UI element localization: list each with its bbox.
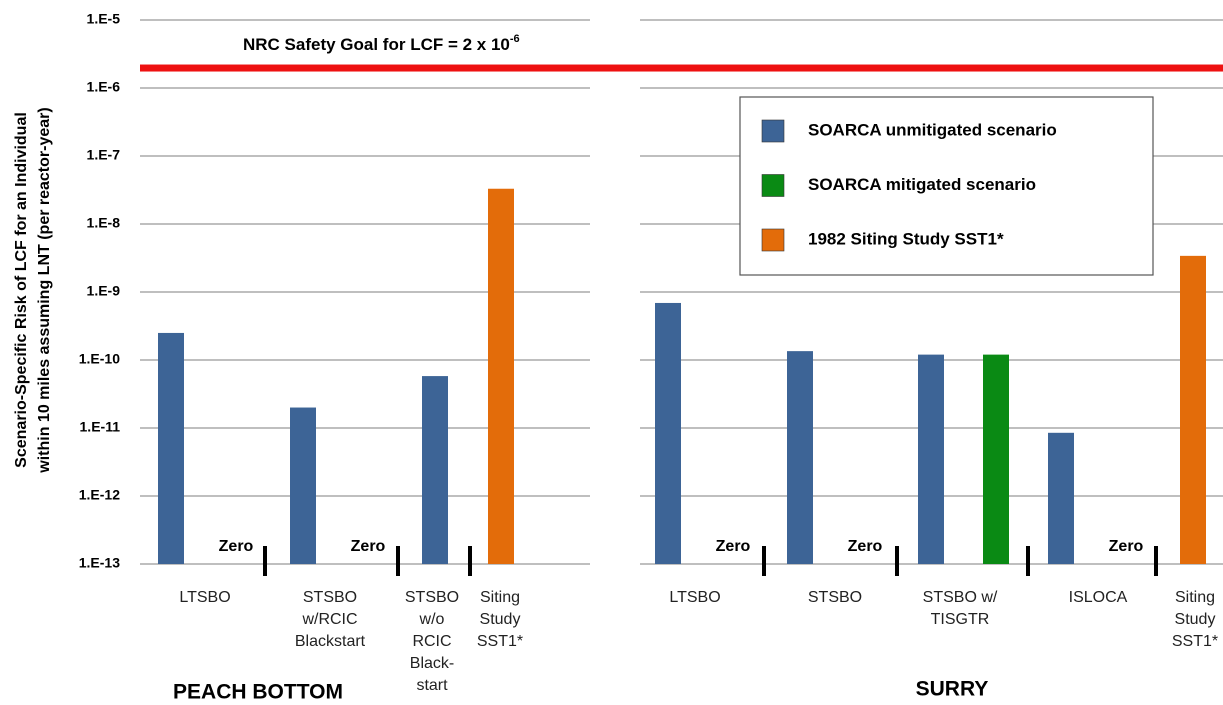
separator: [762, 546, 766, 576]
annotation-exponent: -6: [510, 33, 520, 45]
bar: [1180, 255, 1206, 564]
annotation-text: NRC Safety Goal for LCF = 2 x 10: [243, 35, 510, 54]
y-tick-label: 1.E-9: [87, 283, 121, 299]
panel-title: PEACH BOTTOM: [173, 681, 343, 704]
separator: [396, 546, 400, 576]
value-label: Zero: [351, 538, 386, 555]
x-tick-label: LTSBO: [179, 589, 230, 606]
x-tick-label: ISLOCA: [1069, 589, 1128, 606]
y-axis-label: Scenario-Specific Risk of LCF for an Ind…: [13, 112, 30, 468]
bar: [983, 354, 1009, 564]
value-label: Zero: [848, 538, 883, 555]
x-tick-label: STSBO w/TISGTR: [923, 589, 998, 628]
y-tick-label: 1.E-8: [87, 215, 121, 231]
bar: [1048, 432, 1074, 564]
bar: [290, 407, 316, 564]
value-label: Zero: [219, 538, 254, 555]
bar: [488, 188, 514, 564]
legend-swatch: [761, 228, 785, 252]
y-tick-label: 1.E-13: [79, 555, 120, 571]
bar: [918, 354, 944, 564]
x-tick-label: STSBO: [808, 589, 862, 606]
value-label: Zero: [716, 538, 751, 555]
x-tick-label: STSBO w/RCIC Blackstart: [295, 589, 366, 650]
panel-title: SURRY: [916, 678, 989, 701]
value-label: Zero: [1109, 538, 1144, 555]
bar: [655, 302, 681, 564]
annotation: NRC Safety Goal for LCF = 2 x 10-6: [243, 33, 520, 55]
x-tick-label: Siting Study SST1*: [477, 589, 523, 650]
x-tick-label: LTSBO: [669, 589, 720, 606]
y-tick-label: 1.E-7: [87, 147, 121, 163]
x-tick-label: Siting Study SST1*: [1172, 589, 1218, 650]
legend-box: [739, 96, 1154, 276]
y-tick-label: 1.E-11: [80, 419, 121, 435]
safety-goal-line: [140, 64, 1223, 72]
separator: [1026, 546, 1030, 576]
bar: [158, 332, 184, 564]
y-axis-label: within 10 miles assuming LNT (per reacto…: [36, 107, 53, 473]
legend-label: SOARCA unmitigated scenario: [808, 120, 1057, 139]
y-tick-label: 1.E-12: [79, 487, 120, 503]
bar: [422, 376, 448, 564]
bar: [787, 351, 813, 564]
separator: [468, 546, 472, 576]
y-tick-label: 1.E-6: [87, 79, 121, 95]
legend-swatch: [761, 174, 785, 197]
legend-swatch: [761, 119, 785, 143]
separator: [263, 546, 267, 576]
separator: [1154, 546, 1158, 576]
x-tick-label: STSBO w/o RCIC Black-start: [405, 589, 459, 694]
y-tick-label: 1.E-5: [87, 11, 121, 27]
legend-label: 1982 Siting Study SST1*: [808, 229, 1004, 248]
separator: [895, 546, 899, 576]
y-tick-label: 1.E-10: [79, 351, 120, 367]
legend-label: SOARCA mitigated scenario: [808, 175, 1036, 194]
